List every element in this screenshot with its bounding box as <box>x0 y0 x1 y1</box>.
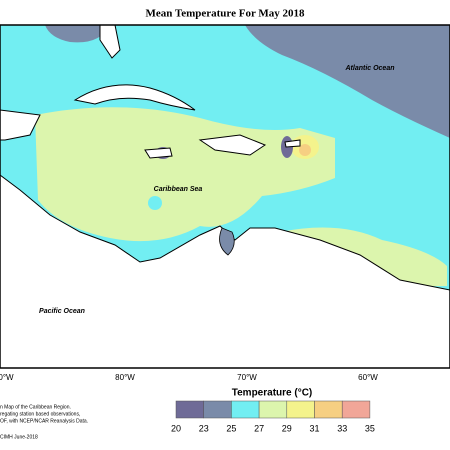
map: Atlantic Ocean Caribbean Sea Pacific Oce… <box>0 24 450 369</box>
cool-ocean <box>245 25 450 138</box>
ocean-label: Pacific Ocean <box>39 308 85 315</box>
legend-tick-label: 20 <box>171 423 181 433</box>
cool-ocean <box>45 25 110 43</box>
legend-tick-label: 29 <box>282 423 292 433</box>
legend-tick-label: 35 <box>365 423 375 433</box>
island <box>144 147 173 159</box>
legend-swatch <box>258 400 288 419</box>
legend-swatch <box>314 400 343 419</box>
lake <box>219 227 235 256</box>
longitude-label: 70°W <box>237 373 257 382</box>
hot-spot <box>299 144 311 156</box>
legend-tick-label: 33 <box>337 423 347 433</box>
ocean-label: Atlantic Ocean <box>344 65 394 72</box>
legend: 20 23 25 27 29 31 33 35 <box>171 400 375 433</box>
legend-swatch <box>231 400 260 419</box>
map-frame <box>0 24 450 369</box>
island <box>284 139 301 148</box>
island <box>198 134 267 156</box>
longitude-label: 60°W <box>358 373 378 382</box>
longitude-label: 0°W <box>0 373 14 382</box>
footnote: CIMH June-2018 <box>0 434 38 440</box>
legend-tick-label: 23 <box>199 423 209 433</box>
legend-title: Temperature (°C) <box>232 388 313 399</box>
legend-swatch <box>203 400 232 419</box>
island <box>73 84 196 111</box>
legend-swatch <box>175 400 204 419</box>
cool-spot <box>148 196 162 210</box>
legend-tick-label: 31 <box>309 423 319 433</box>
legend-tick-label: 27 <box>254 423 264 433</box>
footnote: regating station based observations, <box>0 411 80 417</box>
sea-label: Caribbean Sea <box>154 186 203 193</box>
warm-zone <box>35 107 335 242</box>
title: Mean Temperature For May 2018 <box>145 8 305 20</box>
legend-swatch <box>341 400 371 419</box>
legend-swatch <box>286 400 315 419</box>
footnote: n Map of the Caribbean Region. <box>0 404 71 410</box>
legend-tick-label: 25 <box>226 423 236 433</box>
footnote: OF, with NCEP/NCAR Reanalysis Data. <box>0 418 88 424</box>
longitude-label: 80°W <box>115 373 135 382</box>
